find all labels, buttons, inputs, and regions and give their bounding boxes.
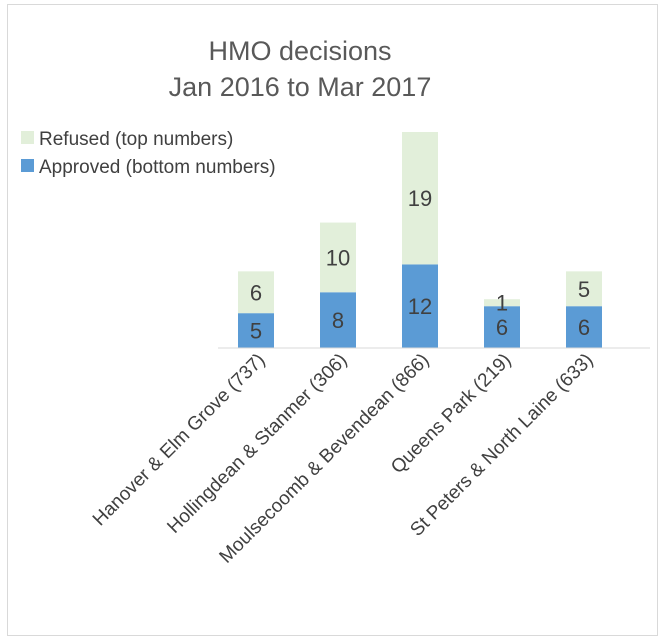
bar-0-2 [402,264,438,348]
x-tick-labels: Hanover & Elm Grove (737)Hollingdean & S… [89,350,598,568]
legend: Refused (top numbers) Approved (bottom nu… [21,129,276,178]
data-label-1-2: 19 [408,186,432,211]
data-label-0-0: 5 [250,319,262,344]
bar-0-1 [320,292,356,348]
chart-title-line-1: HMO decisions [208,36,391,66]
bar-1-2 [402,132,438,265]
bar-0-0 [238,313,274,348]
data-label-1-0: 6 [250,280,262,305]
bar-1-3 [484,299,520,307]
x-tick-label-4: St Peters & North Laine (633) [406,350,597,541]
bar-0-3 [484,306,520,348]
bar-1-0 [238,271,274,314]
legend-label-0: Approved (bottom numbers) [39,157,276,178]
data-label-0-4: 6 [578,315,590,340]
chart-title-line-2: Jan 2016 to Mar 2017 [169,72,432,102]
data-label-1-1: 10 [326,245,350,270]
bar-1-4 [566,271,602,307]
chart-svg: HMO decisions Jan 2016 to Mar 2017 Refus… [21,36,650,568]
x-tick-label-0: Hanover & Elm Grove (737) [89,350,270,531]
data-label-1-4: 5 [578,277,590,302]
data-label-0-1: 8 [332,308,344,333]
legend-swatch-0 [21,159,34,172]
legend-label-1: Refused (top numbers) [39,129,233,150]
data-label-1-3: 1 [496,291,508,316]
bar-0-4 [566,306,602,348]
chart-frame: HMO decisions Jan 2016 to Mar 2017 Refus… [7,4,658,636]
data-label-0-3: 6 [496,315,508,340]
data-label-0-2: 12 [408,294,432,319]
legend-swatch-1 [21,131,34,144]
bar-1-1 [320,222,356,293]
chart-title: HMO decisions Jan 2016 to Mar 2017 [169,36,432,102]
